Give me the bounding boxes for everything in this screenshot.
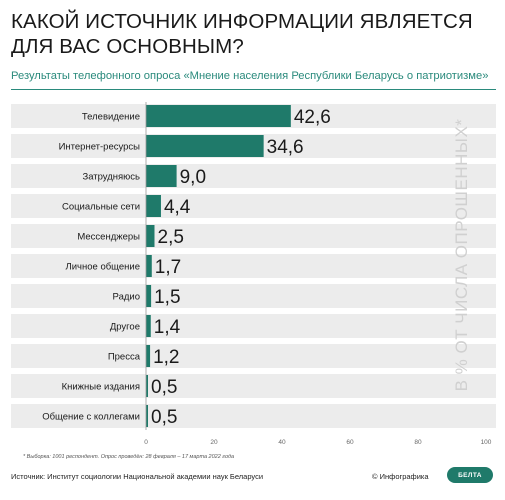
row-band [11, 314, 496, 338]
x-tick-label: 20 [210, 439, 218, 446]
category-label: Книжные издания [62, 382, 140, 393]
bar [146, 405, 148, 427]
x-tick-label: 80 [414, 439, 422, 446]
footnote: * Выборка: 1001 респондент. Опрос провед… [23, 454, 235, 460]
bar [146, 165, 177, 187]
logo-text: БЕЛТА [458, 471, 482, 479]
value-label: 1,4 [154, 317, 181, 338]
bar-chart: Телевидение 42,6 Интернет-ресурсы 34,6 Затру… [11, 102, 496, 446]
bar [146, 225, 155, 247]
category-label: Мессенджеры [77, 232, 140, 243]
row-band [11, 284, 496, 308]
category-label: Другое [110, 322, 140, 333]
x-tick-label: 0 [144, 439, 148, 446]
value-label: 0,5 [151, 407, 177, 428]
bar [146, 135, 264, 157]
bar [146, 255, 152, 277]
chart-title: КАКОЙ ИСТОЧНИК ИНФОРМАЦИИ ЯВЛЯЕТСЯ ДЛЯ В… [11, 10, 473, 58]
category-label: Радио [113, 292, 140, 303]
category-label: Телевидение [82, 112, 140, 123]
x-tick-label: 100 [481, 439, 492, 446]
row-band [11, 374, 496, 398]
row-band [11, 404, 496, 428]
x-tick-label: 60 [346, 439, 354, 446]
bar [146, 285, 152, 307]
source-note: Источник: Институт социологии Национальн… [11, 472, 264, 481]
bar [146, 345, 151, 367]
category-label: Интернет-ресурсы [59, 142, 141, 153]
value-label: 34,6 [267, 137, 304, 158]
row-band [11, 254, 496, 278]
chart-subtitle: Результаты телефонного опроса «Мнение на… [11, 70, 489, 82]
copyright-note: © Инфографика [372, 472, 429, 481]
bar [146, 315, 151, 337]
value-label: 1,7 [155, 257, 181, 278]
bar [146, 375, 148, 397]
axis-caption: В % ОТ ЧИСЛА ОПРОШЕННЫХ* [452, 119, 471, 392]
bar [146, 195, 161, 217]
row-band [11, 194, 496, 218]
value-label: 9,0 [180, 167, 206, 188]
row-band [11, 224, 496, 248]
x-tick-label: 40 [278, 439, 286, 446]
row-band [11, 164, 496, 188]
value-label: 4,4 [164, 197, 191, 218]
value-label: 2,5 [158, 227, 184, 248]
value-label: 1,5 [154, 287, 180, 308]
category-label: Социальные сети [62, 202, 140, 213]
category-label: Пресса [108, 352, 141, 363]
subtitle-divider [11, 89, 496, 90]
category-label: Затрудняюсь [82, 172, 140, 183]
value-label: 0,5 [151, 377, 177, 398]
value-label: 42,6 [294, 107, 331, 128]
belta-logo: БЕЛТА [447, 467, 493, 483]
category-label: Личное общение [66, 262, 141, 273]
row-band [11, 344, 496, 368]
value-label: 1,2 [153, 347, 179, 368]
category-label: Общение с коллегами [42, 412, 140, 423]
bar [146, 105, 291, 127]
